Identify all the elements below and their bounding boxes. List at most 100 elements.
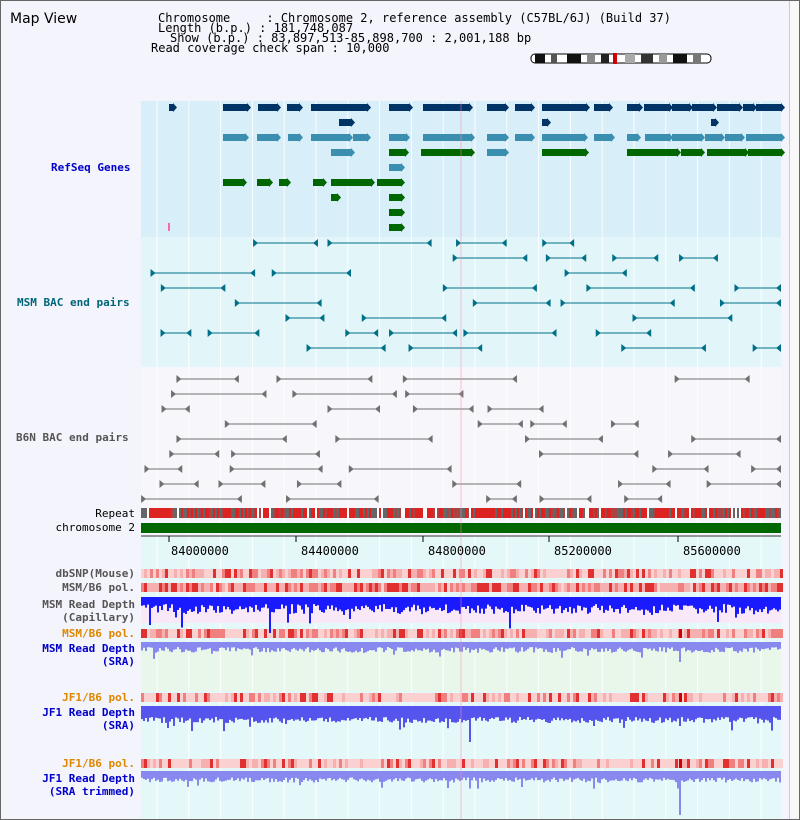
- b6n-bac-pair-end: [618, 480, 624, 488]
- jf1-b6-pol-heat-cell: [624, 693, 627, 702]
- msm-b6-pol-sra-heat-cell: [513, 629, 516, 638]
- jf1-b6-pol-trim-heat-cell: [660, 759, 663, 768]
- msm-depth-sra-bar: [501, 642, 503, 648]
- jf1-b6-pol-heat-cell: [609, 693, 612, 702]
- msm-depth-sra-bar: [195, 642, 197, 652]
- msm-depth-sra-bar: [779, 642, 781, 649]
- jf1-depth-trim-bar: [321, 771, 323, 780]
- msm-b6-pol-sra-heat-cell: [198, 629, 201, 638]
- msm-b6-pol-heat-cell: [246, 583, 249, 592]
- gene-feature: [389, 224, 401, 231]
- jf1-depth-trim-bar: [617, 771, 619, 781]
- msm-depth-sra-bar: [267, 642, 269, 649]
- msm-b6-pol-sra-heat-cell: [525, 629, 528, 638]
- dbsnp-heat-cell: [591, 569, 594, 578]
- dbsnp-heat-cell: [243, 569, 246, 578]
- msm-b6-pol-heat-cell: [732, 583, 735, 592]
- dbsnp-heat-cell: [306, 569, 309, 578]
- jf1-depth-trim-bar: [237, 771, 239, 779]
- b6n-bac-pair-end: [517, 420, 523, 428]
- jf1-depth-trim-bar: [153, 771, 155, 778]
- jf1-depth-sra-bar: [433, 706, 435, 722]
- chromosome-ideogram[interactable]: [529, 52, 715, 66]
- jf1-b6-pol-heat-cell: [681, 693, 684, 702]
- msm-depth-capillary-bar: [777, 597, 779, 612]
- jf1-depth-sra-bar: [339, 706, 341, 722]
- jf1-depth-trim-bar: [417, 771, 419, 779]
- jf1-depth-trim-bar: [695, 771, 697, 780]
- msm-b6-pol-heat-cell: [156, 583, 159, 592]
- jf1-depth-sra-bar: [607, 706, 609, 718]
- msm-depth-capillary-bar: [565, 597, 567, 609]
- msm-depth-capillary-bar: [239, 597, 241, 607]
- jf1-b6-pol-heat-cell: [201, 693, 204, 702]
- jf1-depth-sra-bar: [187, 706, 189, 721]
- msm-depth-capillary-bar: [581, 597, 583, 611]
- jf1-b6-pol-trim-heat-cell: [717, 759, 720, 768]
- msm-depth-sra-bar: [173, 642, 175, 650]
- dbsnp-heat-cell: [447, 569, 450, 578]
- msm-bac-pair-end: [186, 329, 192, 337]
- msm-depth-capillary-bar: [667, 597, 669, 608]
- jf1-depth-sra-bar: [321, 706, 323, 718]
- msm-depth-sra-bar: [761, 642, 763, 649]
- gene-feature: [389, 209, 401, 216]
- vertical-scrollbar[interactable]: [789, 1, 799, 819]
- jf1-b6-pol-heat-cell: [753, 693, 756, 702]
- gene-feature: [389, 164, 401, 171]
- msm-b6-pol-sra-heat-cell: [273, 629, 276, 638]
- dbsnp-heat-cell: [501, 569, 504, 578]
- jf1-b6-pol-trim-heat-cell: [408, 759, 411, 768]
- msm-b6-pol-heat-cell: [216, 583, 219, 592]
- msm-depth-capillary-bar: [727, 597, 729, 605]
- jf1-b6-pol-heat-cell: [237, 693, 240, 702]
- msm-b6-pol-sra-heat-cell: [369, 629, 372, 638]
- msm-b6-pol-sra-heat-cell: [708, 629, 711, 638]
- track-label-b6n-bac[interactable]: B6N BAC end pairs: [16, 431, 129, 444]
- jf1-depth-sra-bar: [243, 706, 245, 720]
- jf1-depth-sra-bar: [175, 706, 177, 718]
- msm-depth-capillary-bar: [579, 597, 581, 606]
- jf1-depth-trim-bar: [435, 771, 437, 779]
- msm-b6-pol-heat-cell: [378, 583, 381, 592]
- track-label-refseq[interactable]: RefSeq Genes: [51, 161, 131, 174]
- msm-depth-capillary-bar: [141, 597, 143, 606]
- msm-depth-capillary-bar: [355, 597, 357, 607]
- dbsnp-heat-cell: [453, 569, 456, 578]
- msm-b6-pol-heat-cell: [432, 583, 435, 592]
- msm-bac-pair-end: [522, 254, 528, 262]
- jf1-depth-sra-bar: [383, 706, 385, 718]
- msm-depth-sra-bar: [661, 642, 663, 652]
- jf1-depth-trim-bar: [561, 771, 563, 779]
- jf1-b6-pol-heat-cell: [141, 693, 144, 702]
- jf1-depth-sra-bar: [415, 706, 417, 720]
- jf1-depth-trim-bar: [433, 771, 435, 783]
- msm-depth-sra-bar: [539, 642, 541, 648]
- msm-b6-pol-sra-heat-cell: [690, 629, 693, 638]
- jf1-b6-pol-trim-heat-cell: [285, 759, 288, 768]
- jf1-depth-sra-bar-spike: [469, 706, 471, 742]
- msm-depth-sra-bar: [183, 642, 185, 652]
- jf1-depth-sra-bar: [745, 706, 747, 719]
- msm-depth-sra-bar: [695, 642, 697, 650]
- msm-bac-pair-end: [463, 329, 469, 337]
- jf1-depth-trim-bar: [311, 771, 313, 781]
- msm-depth-capillary-bar: [215, 597, 217, 613]
- gene-feature: [389, 194, 401, 201]
- jf1-depth-sra-bar: [627, 706, 629, 718]
- jf1-depth-trim-bar: [189, 771, 191, 782]
- jf1-depth-trim-bar: [651, 771, 653, 779]
- msm-depth-capillary-bar: [195, 597, 197, 607]
- msm-depth-capillary-bar: [497, 597, 499, 609]
- track-label-msm-bac[interactable]: MSM BAC end pairs: [17, 296, 130, 309]
- jf1-depth-sra-bar: [291, 706, 293, 720]
- gene-strand-arrow: [406, 133, 410, 142]
- msm-depth-capillary-bar: [489, 597, 491, 607]
- jf1-b6-pol-heat-cell: [399, 693, 402, 702]
- msm-b6-pol-heat-cell: [204, 583, 207, 592]
- msm-depth-sra-bar: [641, 642, 643, 658]
- jf1-b6-pol-heat-cell: [645, 693, 648, 702]
- jf1-b6-pol-trim-heat-cell: [552, 759, 555, 768]
- jf1-b6-pol-trim-heat-cell: [171, 759, 174, 768]
